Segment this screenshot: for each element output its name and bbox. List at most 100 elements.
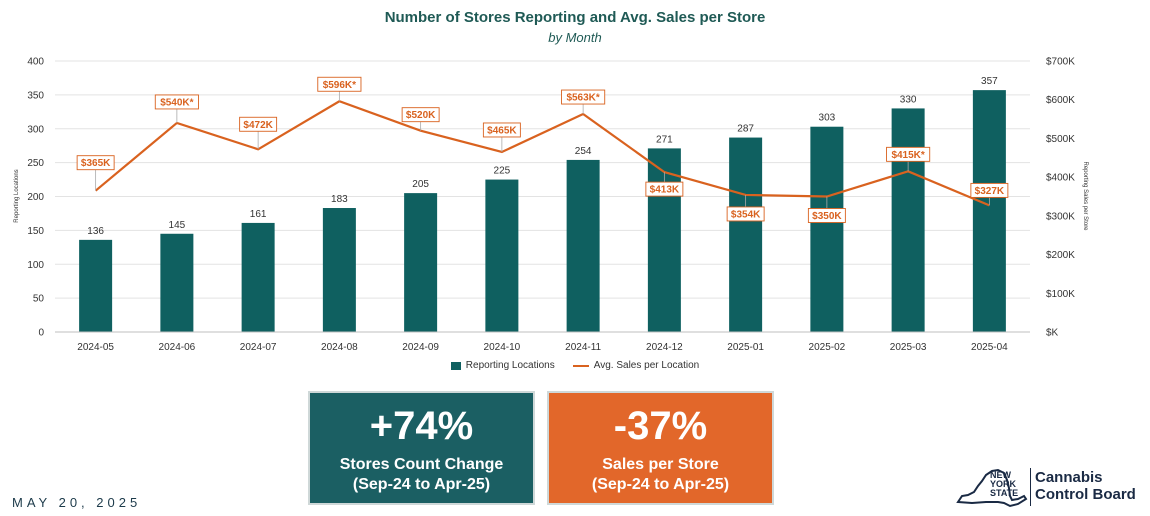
state-line-1: NEW [990, 470, 1011, 480]
brand-line-1: Cannabis [1035, 469, 1103, 486]
line-value-label: $415K* [891, 150, 924, 161]
y2-tick-label: $400K [1046, 173, 1075, 184]
y-tick-label: 0 [38, 328, 44, 339]
data-label-box [886, 146, 931, 162]
y-axis-title: Reporting Locations [14, 169, 20, 222]
bar-value-label: 145 [169, 220, 186, 231]
y-tick-label: 150 [27, 226, 44, 237]
bar [566, 159, 600, 332]
line-value-label: $327K [975, 186, 1005, 197]
data-label-box [239, 116, 278, 132]
data-label-box [154, 94, 199, 110]
brand-divider [1030, 468, 1031, 506]
y2-tick-label: $600K [1046, 95, 1075, 106]
bar [729, 137, 763, 332]
bar-value-label: 254 [575, 146, 592, 157]
data-label-box [561, 89, 606, 105]
chart-subtitle: by Month [548, 30, 602, 45]
bar [810, 126, 844, 332]
x-tick-label: 2025-02 [809, 342, 846, 353]
kpi-stores-count: +74% Stores Count Change (Sep-24 to Apr-… [308, 391, 535, 505]
x-tick-label: 2024-09 [402, 342, 439, 353]
kpi-sales-per-store: -37% Sales per Store (Sep-24 to Apr-25) [547, 391, 774, 505]
bar-value-label: 271 [656, 134, 673, 145]
y2-tick-label: $K [1046, 328, 1059, 339]
data-label-box [76, 155, 115, 171]
data-label-box [482, 122, 521, 138]
chart-legend: Reporting Locations Avg. Sales per Locat… [0, 360, 1150, 371]
x-tick-label: 2024-11 [565, 342, 601, 353]
chart-title: Number of Stores Reporting and Avg. Sale… [384, 9, 766, 26]
data-label-box [401, 107, 440, 123]
bar-value-label: 303 [819, 113, 836, 124]
data-label-box [317, 76, 362, 92]
x-tick-label: 2025-04 [971, 342, 1008, 353]
state-line-3: STATE [990, 488, 1019, 498]
data-label-box [970, 182, 1009, 198]
legend-label-line: Avg. Sales per Location [593, 360, 700, 371]
legend-swatch-line [572, 364, 589, 367]
line-value-label: $365K [81, 158, 111, 169]
line-value-label: $596K* [323, 80, 356, 91]
bar [404, 193, 438, 332]
bar-value-label: 205 [412, 179, 429, 190]
line-value-label: $350K [812, 211, 842, 222]
y2-tick-label: $500K [1046, 134, 1075, 145]
bar-value-label: 357 [981, 76, 998, 87]
ny-cannabis-control-board-logo: NEW YORK STATE Cannabis Control Board [950, 462, 1145, 510]
x-tick-label: 2024-10 [484, 342, 521, 353]
kpi-sales-value: -37% [613, 404, 708, 448]
bar-value-label: 136 [87, 226, 104, 237]
bar-value-label: 161 [250, 209, 267, 220]
line-value-label: $520K [406, 110, 436, 121]
x-tick-label: 2024-07 [240, 342, 277, 353]
y2-tick-label: $200K [1046, 250, 1075, 261]
x-tick-label: 2024-08 [321, 342, 358, 353]
combo-chart: 0 50 100 150 200 250 300 350 400 $K $100K $200K $300… [14, 57, 1088, 354]
bar-value-label: 287 [737, 124, 754, 135]
kpi-sales-label: Sales per Store [602, 456, 719, 473]
avg-sales-line [94, 100, 990, 207]
bar-value-label: 330 [900, 94, 917, 105]
brand-name: Cannabis Control Board [1035, 469, 1136, 503]
y2-tick-label: $100K [1046, 289, 1075, 300]
kpi-stores-period: (Sep-24 to Apr-25) [352, 476, 491, 493]
y-tick-label: 100 [27, 260, 44, 271]
bar [972, 90, 1006, 332]
y2-tick-label: $300K [1046, 211, 1075, 222]
legend-item-bars: Reporting Locations [450, 360, 555, 371]
y-tick-label: 350 [27, 90, 44, 101]
y-tick-label: 200 [27, 192, 44, 203]
x-tick-label: 2025-01 [727, 342, 764, 353]
bar-value-label: 225 [494, 166, 511, 177]
bar [322, 208, 356, 332]
line-value-label: $465K [487, 125, 517, 136]
line-value-label: $540K* [160, 97, 193, 108]
y-tick-label: 50 [33, 294, 45, 305]
kpi-stores-label: Stores Count Change [339, 456, 504, 473]
presentation-date: MAY 20, 2025 [12, 495, 142, 510]
x-tick-label: 2025-03 [890, 342, 927, 353]
y2-axis-title: Reporting Sales per Store [1082, 161, 1088, 231]
y-tick-label: 400 [27, 57, 44, 68]
data-label-box [645, 181, 684, 197]
state-line-2: YORK [990, 479, 1017, 489]
x-tick-label: 2024-06 [159, 342, 196, 353]
line-value-label: $413K [650, 185, 680, 196]
ny-state-wordmark: NEW YORK STATE [990, 471, 1018, 498]
bar [891, 108, 925, 332]
legend-label-bars: Reporting Locations [465, 360, 555, 371]
x-tick-label: 2024-05 [77, 342, 114, 353]
legend-swatch-bars [450, 361, 461, 370]
kpi-stores-value: +74% [369, 404, 474, 448]
y-tick-label: 250 [27, 158, 44, 169]
data-label-box [807, 208, 846, 223]
bar-value-label: 183 [331, 194, 348, 205]
line-value-label: $563K* [566, 93, 599, 104]
bar [485, 179, 519, 332]
ny-state-map-icon [956, 468, 1028, 508]
legend-item-line: Avg. Sales per Location [572, 360, 700, 371]
line-value-label: $354K [731, 209, 761, 220]
line-value-label: $472K [243, 120, 273, 131]
brand-line-2: Control Board [1035, 486, 1136, 503]
